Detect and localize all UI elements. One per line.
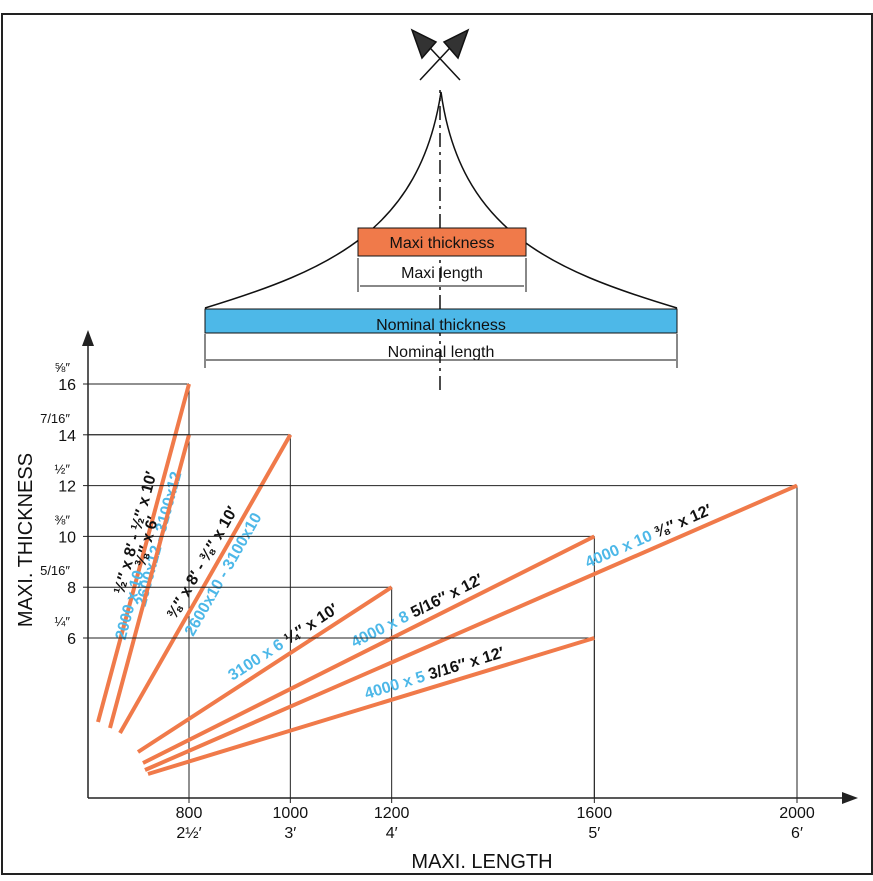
line-label: 4000 x 5 3/16″ x 12′	[363, 644, 507, 703]
x-tick-sublabel: 3′	[284, 825, 296, 842]
flag	[412, 30, 436, 58]
x-tick-label: 2000	[779, 805, 815, 822]
size-line	[148, 638, 594, 774]
y-tick-sublabel: 7/16″	[40, 411, 70, 426]
y-axis-title: MAXI. THICKNESS	[15, 453, 37, 627]
x-tick-label: 1000	[273, 805, 309, 822]
x-tick-label: 800	[176, 805, 203, 822]
x-tick-sublabel: 5′	[588, 825, 600, 842]
maxi-length-label: Maxi length	[401, 265, 483, 282]
nominal-thickness-label: Nominal thickness	[376, 317, 506, 334]
arrow	[842, 792, 858, 804]
schematic	[205, 30, 677, 390]
arrow	[82, 330, 94, 346]
line-label: 4000 x 10 ⅜″ x 12′	[583, 502, 715, 572]
nominal-length-label: Nominal length	[388, 344, 495, 361]
frame	[2, 14, 872, 874]
maxi-thickness-label: Maxi thickness	[390, 235, 495, 252]
page: Maxi thickness Maxi length Nominal thick…	[0, 0, 873, 881]
flag	[444, 30, 468, 58]
y-tick-sublabel: ⅝″	[55, 360, 71, 375]
y-tick-sublabel: 5/16″	[40, 563, 70, 578]
y-tick-sublabel: ½″	[55, 462, 71, 477]
y-tick-label: 14	[58, 428, 76, 445]
y-tick-label: 12	[58, 479, 76, 496]
x-tick-sublabel: 2½′	[176, 825, 201, 842]
y-tick-label: 6	[67, 631, 76, 648]
x-tick-sublabel: 6′	[791, 825, 803, 842]
y-tick-label: 10	[58, 529, 76, 546]
y-tick-label: 8	[67, 580, 76, 597]
x-tick-label: 1600	[577, 805, 613, 822]
y-tick-label: 16	[58, 377, 76, 394]
x-axis-title: MAXI. LENGTH	[411, 851, 552, 873]
y-tick-sublabel: ¼″	[55, 614, 71, 629]
line-label: 4000 x 8 5/16″ x 12′	[349, 571, 486, 651]
x-tick-label: 1200	[374, 805, 410, 822]
x-tick-sublabel: 4′	[386, 825, 398, 842]
y-tick-sublabel: ⅜″	[55, 512, 71, 527]
